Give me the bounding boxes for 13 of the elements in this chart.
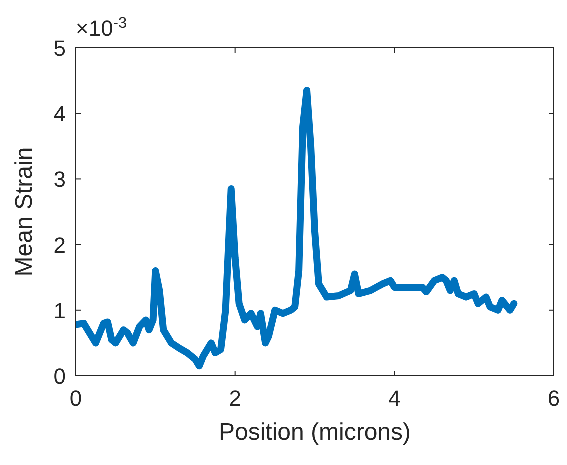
- x-tick-label: 0: [70, 386, 82, 411]
- y-tick-label: 5: [54, 36, 66, 61]
- y-tick-label: 1: [54, 298, 66, 324]
- y-tick-label: 3: [54, 167, 66, 192]
- x-tick-label: 2: [229, 386, 242, 411]
- y-tick-label: 4: [54, 102, 66, 127]
- y-tick-label: 0: [54, 364, 66, 389]
- text: ×10$^{-3}$: [76, 14, 128, 41]
- x-tick-label: 6: [548, 386, 560, 411]
- y-tick-label: 2: [54, 232, 66, 258]
- x-axis-title: Position (microns): [218, 419, 412, 446]
- y-axis-title: Mean Strain: [11, 147, 38, 277]
- x-tick-label: 4: [388, 386, 401, 411]
